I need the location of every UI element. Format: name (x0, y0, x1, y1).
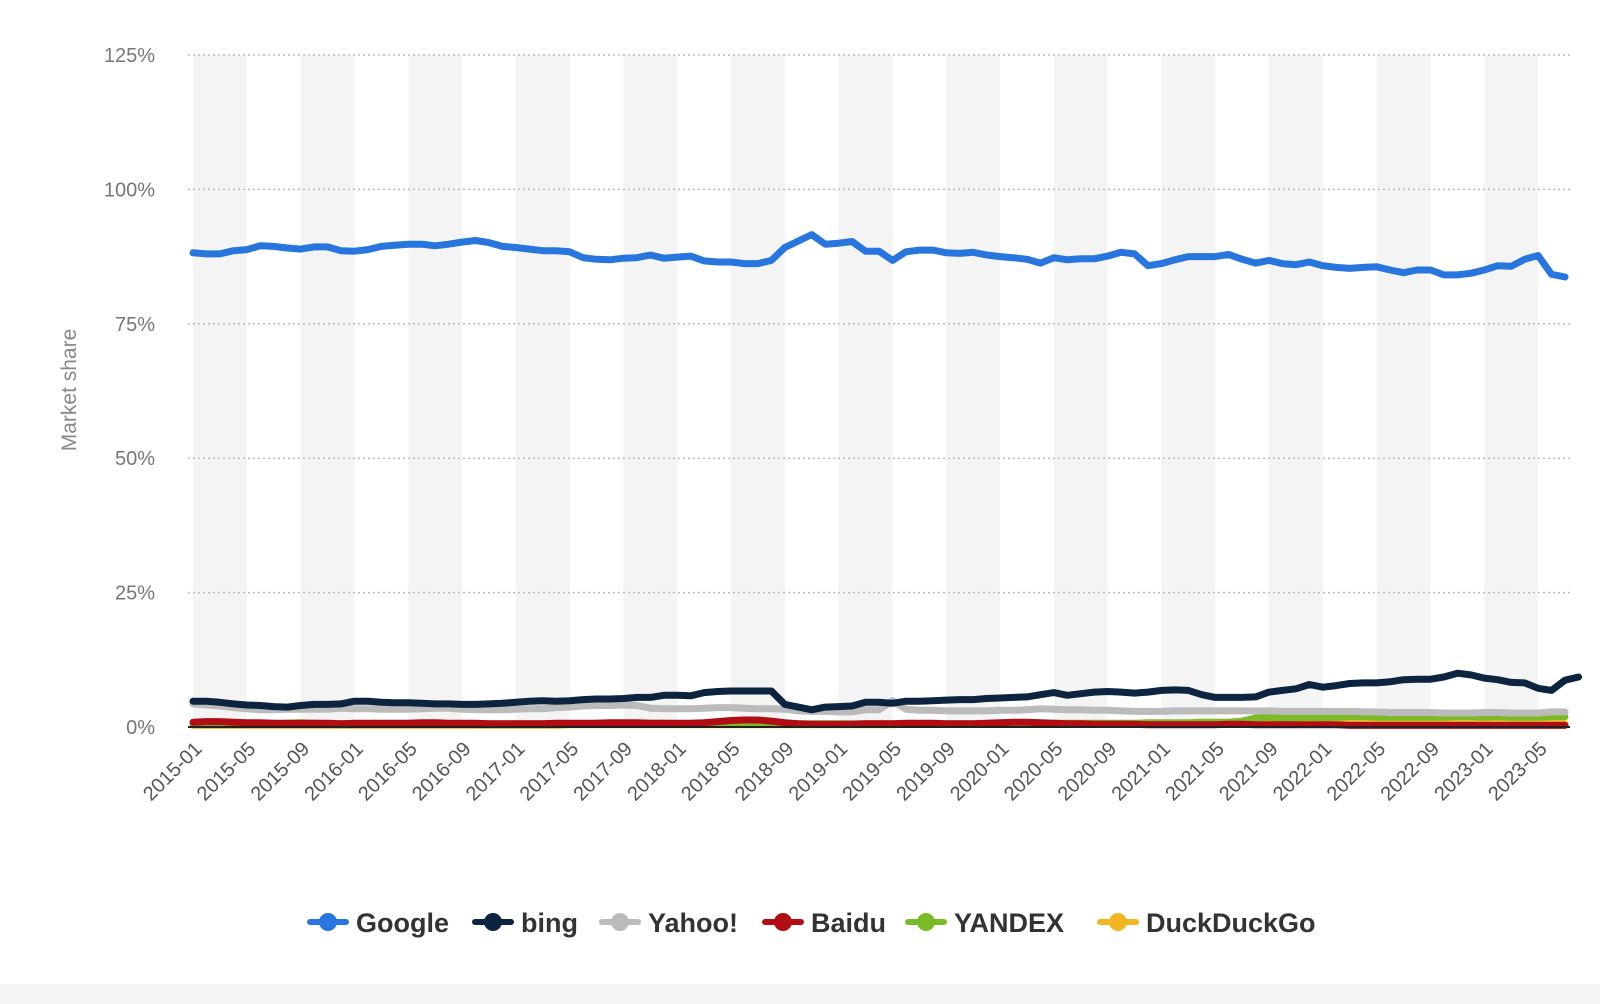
x-tick-label: 2015-01 (139, 738, 206, 805)
y-tick-label: 25% (115, 583, 155, 605)
legend-item-bing[interactable]: bing (472, 908, 578, 938)
footer-bar (0, 984, 1600, 1004)
background-band (193, 55, 247, 727)
y-tick-label: 0% (126, 717, 155, 739)
series-line-yahoo- (189, 697, 1569, 717)
x-tick-label: 2021-05 (1161, 738, 1228, 805)
grid-lines (188, 54, 1570, 594)
series-line-google (189, 231, 1569, 281)
x-tick-label: 2016-09 (408, 738, 475, 805)
x-tick-label: 2015-05 (193, 738, 260, 805)
y-axis-title: Market share (58, 329, 81, 452)
background-band (1269, 55, 1323, 727)
x-tick-label: 2021-01 (1108, 738, 1175, 805)
x-tick-label: 2020-01 (946, 738, 1013, 805)
legend-label: bing (521, 908, 578, 938)
x-tick-label: 2023-01 (1430, 738, 1497, 805)
background-band (1376, 55, 1431, 727)
x-tick-label: 2016-01 (300, 738, 367, 805)
legend-marker (611, 913, 629, 931)
y-tick-label: 50% (115, 448, 155, 470)
legend-label: Google (356, 908, 449, 938)
background-band (731, 55, 785, 727)
x-tick-label: 2019-09 (892, 738, 959, 805)
background-band (408, 55, 463, 727)
x-tick-label: 2021-09 (1215, 738, 1282, 805)
x-tick-label: 2019-05 (839, 738, 906, 805)
x-tick-label: 2019-01 (785, 738, 852, 805)
legend-item-baidu[interactable]: Baidu (762, 908, 886, 938)
legend-label: Baidu (811, 908, 886, 938)
legend-item-yandex[interactable]: YANDEX (905, 908, 1064, 938)
background-band (838, 55, 893, 727)
alternating-bands (193, 55, 1539, 727)
legend-item-google[interactable]: Google (307, 908, 449, 938)
legend-marker (917, 913, 935, 931)
x-tick-label: 2017-05 (516, 738, 583, 805)
x-tick-label: 2020-09 (1054, 738, 1121, 805)
x-tick-label: 2022-01 (1269, 738, 1336, 805)
y-tick-label: 75% (115, 314, 155, 336)
x-tick-label: 2023-05 (1484, 738, 1551, 805)
background-band (1053, 55, 1108, 727)
legend-label: Yahoo! (648, 908, 738, 938)
background-band (1484, 55, 1539, 727)
legend-label: DuckDuckGo (1146, 908, 1316, 938)
background-band (623, 55, 678, 727)
background-band (515, 55, 570, 727)
legend-item-duckduckgo[interactable]: DuckDuckGo (1097, 908, 1316, 938)
x-tick-label: 2018-01 (623, 738, 690, 805)
x-axis-ticks: 2015-012015-052015-092016-012016-052016-… (139, 738, 1552, 805)
legend-label: YANDEX (954, 908, 1064, 938)
legend-marker (319, 913, 337, 931)
x-tick-label: 2015-09 (247, 738, 314, 805)
legend-item-yahoo-[interactable]: Yahoo! (599, 908, 738, 938)
legend-marker (1109, 913, 1127, 931)
y-tick-label: 100% (104, 179, 155, 201)
series-line-baidu (189, 716, 1569, 729)
x-tick-label: 2018-05 (677, 738, 744, 805)
x-tick-label: 2017-09 (570, 738, 637, 805)
legend-marker (484, 913, 502, 931)
background-band (1161, 55, 1216, 727)
x-tick-label: 2020-05 (1000, 738, 1067, 805)
x-tick-label: 2016-05 (354, 738, 421, 805)
x-tick-label: 2022-05 (1323, 738, 1390, 805)
x-tick-label: 2022-09 (1377, 738, 1444, 805)
x-tick-label: 2018-09 (731, 738, 798, 805)
legend[interactable]: Google bing Yahoo! Baidu YANDEX DuckDuckGo (307, 908, 1316, 938)
series-lines (189, 231, 1582, 729)
x-tick-label: 2017-01 (462, 738, 529, 805)
y-tick-label: 125% (104, 45, 155, 67)
y-axis-ticks: 0% 25% 50% 75% 100% 125% (104, 45, 155, 739)
background-band (946, 55, 1001, 727)
series-line-bing (189, 669, 1582, 714)
background-band (300, 55, 355, 727)
legend-marker (774, 913, 792, 931)
